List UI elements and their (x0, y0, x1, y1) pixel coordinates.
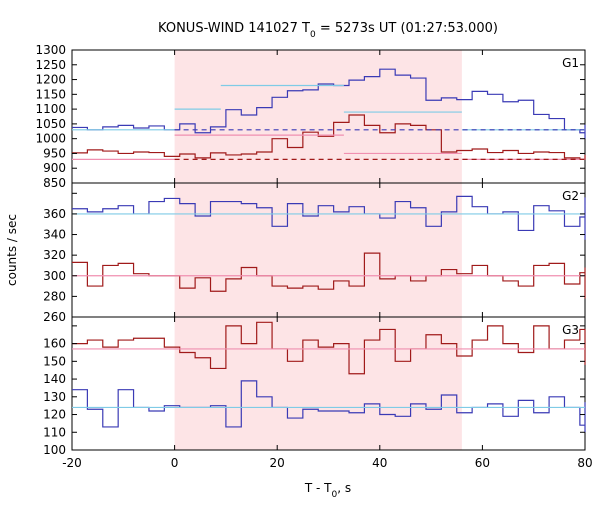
panel-g3-ytick-label: 120 (43, 408, 66, 422)
panel-g3-ytick-label: 140 (43, 372, 66, 386)
panel-g3-ytick-label: 100 (43, 443, 66, 457)
panel-g1-ytick-label: 1000 (35, 132, 66, 146)
panel-g3-ytick-label: 130 (43, 390, 66, 404)
x-tick-label: 0 (171, 456, 179, 470)
panel-g1-ytick-label: 1200 (35, 73, 66, 87)
panel-g3-blue-histogram (72, 380, 586, 433)
chart-title-subscript: 0 (310, 30, 316, 40)
panel-g3-ytick-label: 150 (43, 354, 66, 368)
panel-g2-ytick-label: 300 (43, 269, 66, 283)
panel-g2-label: G2 (562, 189, 579, 203)
x-tick-label: 80 (577, 456, 592, 470)
shaded-interval-layer (174, 50, 462, 450)
axis-layer: 8509009501000105011001150120012501300G12… (35, 43, 592, 470)
panel-g1-ytick-label: 950 (43, 146, 66, 160)
panel-g1-ytick-label: 1250 (35, 58, 66, 72)
panel-g2-ytick-label: 340 (43, 228, 66, 242)
panel-g2-blue-histogram (72, 195, 586, 240)
panel-g2-ytick-label: 280 (43, 289, 66, 303)
panel-g3-ytick-label: 160 (43, 337, 66, 351)
panel-g3-label: G3 (562, 323, 579, 337)
x-tick-label: 60 (475, 456, 490, 470)
panel-g3-frame (71, 316, 586, 451)
panel-g1-red-histogram (72, 114, 586, 160)
panel-g2-ytick-label: 320 (43, 248, 66, 262)
series-layer (72, 68, 586, 433)
panel-g1-ytick-label: 1100 (35, 102, 66, 116)
x-tick-label: -20 (62, 456, 82, 470)
panel-g2-ytick-label: 260 (43, 310, 66, 324)
y-axis-title: counts / sec (5, 214, 19, 286)
panel-g1-ytick-label: 1300 (35, 43, 66, 57)
x-axis-title: T - T0, s (304, 481, 351, 500)
panel-g2-ytick-label: 360 (43, 207, 66, 221)
panel-g1-ytick-label: 1150 (35, 87, 66, 101)
panel-g1-label: G1 (562, 56, 579, 70)
shaded-interval (174, 50, 462, 450)
panel-g1-ytick-label: 900 (43, 161, 66, 175)
x-tick-label: 20 (270, 456, 285, 470)
panel-g1-ytick-label: 850 (43, 176, 66, 190)
x-tick-label: 40 (372, 456, 387, 470)
panel-g2-red-histogram (72, 252, 586, 299)
panel-g3-ytick-label: 110 (43, 425, 66, 439)
panel-frames-layer (71, 49, 586, 451)
chart-title: KONUS-WIND 141027 T0 = 5273s UT (01:27:5… (158, 21, 498, 40)
x-axis-title-subscript: 0 (332, 490, 338, 500)
panel-g1-ytick-label: 1050 (35, 117, 66, 131)
